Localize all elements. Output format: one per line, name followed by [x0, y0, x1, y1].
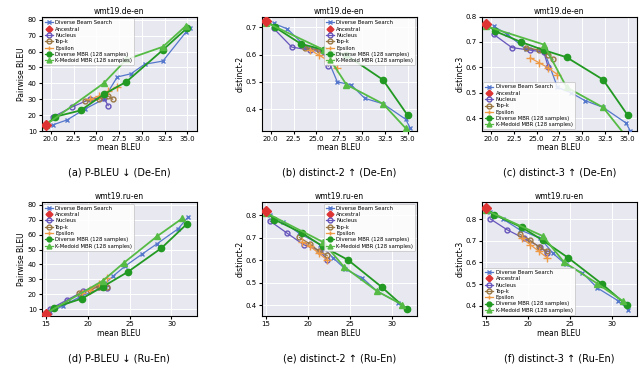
Text: (e) distinct-2 ↑ (Ru-En): (e) distinct-2 ↑ (Ru-En) [283, 353, 396, 363]
Title: wmt19.ru-en: wmt19.ru-en [315, 192, 364, 201]
Y-axis label: distinct-2: distinct-2 [236, 56, 244, 92]
Text: (a) P-BLEU ↓ (De-En): (a) P-BLEU ↓ (De-En) [68, 168, 170, 178]
Text: (b) distinct-2 ↑ (De-En): (b) distinct-2 ↑ (De-En) [282, 168, 396, 178]
X-axis label: mean BLEU: mean BLEU [97, 143, 141, 152]
Text: (d) P-BLEU ↓ (Ru-En): (d) P-BLEU ↓ (Ru-En) [68, 353, 170, 363]
Y-axis label: distinct-2: distinct-2 [236, 241, 244, 277]
Text: (c) distinct-3 ↑ (De-En): (c) distinct-3 ↑ (De-En) [502, 168, 616, 178]
Legend: Diverse Beam Search, Ancestral, Nucleus, Top-k, Epsilon, Diverse MBR (128 sample: Diverse Beam Search, Ancestral, Nucleus,… [324, 18, 415, 65]
X-axis label: mean BLEU: mean BLEU [538, 329, 581, 338]
X-axis label: mean BLEU: mean BLEU [97, 329, 141, 338]
Legend: Diverse Beam Search, Ancestral, Nucleus, Top-k, Epsilon, Diverse MBR (128 sample: Diverse Beam Search, Ancestral, Nucleus,… [43, 18, 134, 65]
Y-axis label: Pairwise BLEU: Pairwise BLEU [17, 233, 26, 286]
Y-axis label: distinct-3: distinct-3 [455, 56, 464, 92]
X-axis label: mean BLEU: mean BLEU [317, 329, 361, 338]
X-axis label: mean BLEU: mean BLEU [317, 143, 361, 152]
Legend: Diverse Beam Search, Ancestral, Nucleus, Top-k, Epsilon, Diverse MBR (128 sample: Diverse Beam Search, Ancestral, Nucleus,… [324, 204, 415, 251]
Legend: Diverse Beam Search, Ancestral, Nucleus, Top-k, Epsilon, Diverse MBR (128 sample: Diverse Beam Search, Ancestral, Nucleus,… [483, 82, 575, 130]
X-axis label: mean BLEU: mean BLEU [538, 143, 581, 152]
Title: wmt19.de-en: wmt19.de-en [534, 7, 584, 16]
Legend: Diverse Beam Search, Ancestral, Nucleus, Top-k, Epsilon, Diverse MBR (128 sample: Diverse Beam Search, Ancestral, Nucleus,… [483, 268, 575, 315]
Text: (f) distinct-3 ↑ (Ru-En): (f) distinct-3 ↑ (Ru-En) [504, 353, 614, 363]
Y-axis label: Pairwise BLEU: Pairwise BLEU [17, 47, 26, 100]
Title: wmt19.de-en: wmt19.de-en [314, 7, 364, 16]
Legend: Diverse Beam Search, Ancestral, Nucleus, Top-k, Epsilon, Diverse MBR (128 sample: Diverse Beam Search, Ancestral, Nucleus,… [43, 204, 134, 251]
Y-axis label: distinct-3: distinct-3 [455, 241, 464, 277]
Title: wmt19.ru-en: wmt19.ru-en [535, 192, 584, 201]
Title: wmt19.de-en: wmt19.de-en [94, 7, 145, 16]
Title: wmt19.ru-en: wmt19.ru-en [95, 192, 143, 201]
